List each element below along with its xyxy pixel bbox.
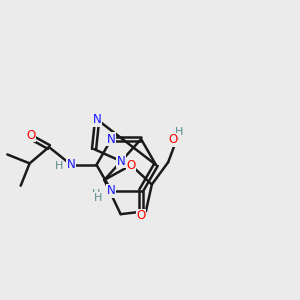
- Text: H: H: [94, 193, 102, 203]
- Text: O: O: [168, 134, 177, 146]
- Text: O: O: [136, 209, 146, 222]
- Text: O: O: [26, 129, 36, 142]
- Text: N: N: [93, 113, 101, 126]
- Text: H: H: [174, 128, 183, 137]
- Text: O: O: [126, 159, 136, 172]
- Text: N: N: [107, 184, 116, 197]
- Text: N: N: [107, 133, 116, 146]
- Text: H: H: [92, 189, 101, 199]
- Text: N: N: [67, 158, 76, 171]
- Text: N: N: [117, 155, 126, 168]
- Text: H: H: [55, 161, 63, 171]
